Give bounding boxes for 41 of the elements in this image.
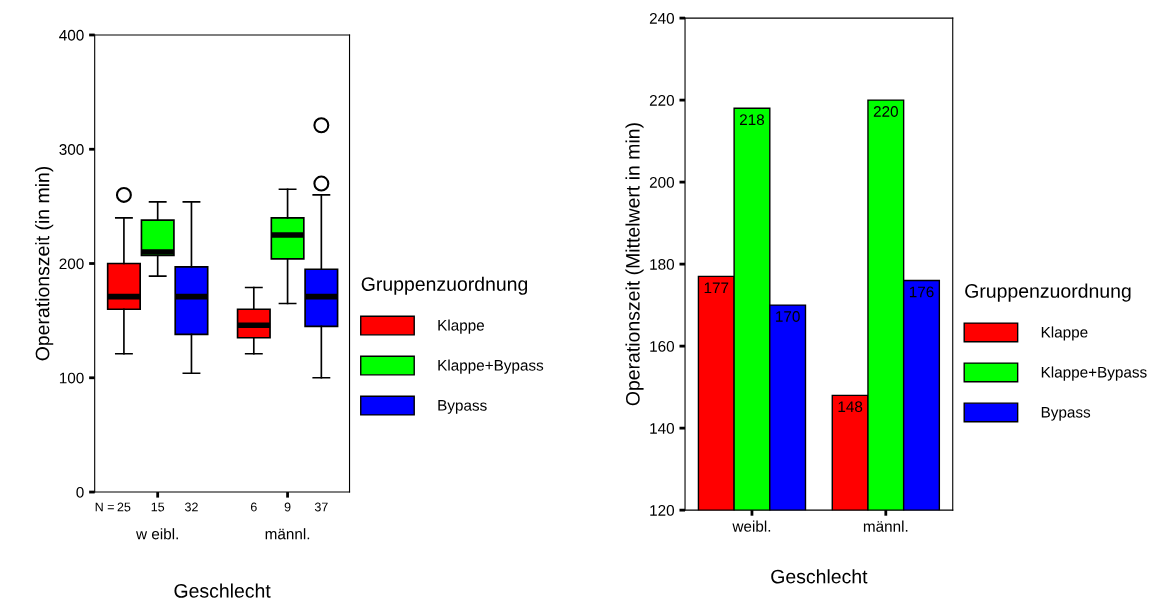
y-tick-label: 120 <box>650 505 675 516</box>
legend-label: Klappe <box>1041 326 1088 341</box>
y-tick-label: 160 <box>650 340 675 352</box>
y-axis-title: Operationszeit (Mittelwert in min) <box>625 123 644 406</box>
text: 9 <box>284 502 291 512</box>
x-tick-label: männl. <box>863 520 908 532</box>
y-tick-label: 0 <box>76 486 84 498</box>
legend-label: Bypass <box>438 400 487 414</box>
y-tick-label: 400 <box>59 29 84 41</box>
data-label: 218 <box>739 114 765 126</box>
y-tick-label: 200 <box>59 258 84 270</box>
text: 15 <box>151 502 165 512</box>
legend-label: Klappe <box>438 319 485 334</box>
data-label: 170 <box>776 311 800 322</box>
y-tick-label: 100 <box>59 372 84 384</box>
data-label: 177 <box>704 282 729 294</box>
data-label: 220 <box>873 106 898 117</box>
y-tick-label: 220 <box>649 94 675 106</box>
data-label: 148 <box>838 401 863 413</box>
text: 25 <box>117 502 131 512</box>
legend-label: Bypass <box>1041 407 1091 421</box>
y-tick-label: 140 <box>650 423 675 434</box>
legend-label: Klappe+Bypass <box>438 359 544 374</box>
legend-label: Klappe+Bypass <box>1041 366 1147 381</box>
x-axis-title: Geschlecht <box>174 583 271 598</box>
legend-title: Gruppenzuordnung <box>965 283 1131 302</box>
x-tick-label: w eibl. <box>136 528 178 540</box>
x-tick-label: weibl. <box>732 520 771 532</box>
y-axis-title: Operationszeit (in min) <box>35 166 54 361</box>
y-tick-label: 300 <box>59 144 84 155</box>
text: 6 <box>250 502 257 512</box>
legend-title: Gruppenzuordnung <box>361 276 528 295</box>
data-label: 176 <box>909 286 934 298</box>
y-tick-label: 200 <box>649 176 675 188</box>
text: 32 <box>184 502 198 512</box>
text: 37 <box>314 502 328 512</box>
x-tick-label: männl. <box>265 528 310 540</box>
text: N = <box>95 502 114 512</box>
y-tick-label: 240 <box>649 12 675 24</box>
x-axis-title: Geschlecht <box>771 569 868 584</box>
y-tick-label: 180 <box>650 258 675 270</box>
